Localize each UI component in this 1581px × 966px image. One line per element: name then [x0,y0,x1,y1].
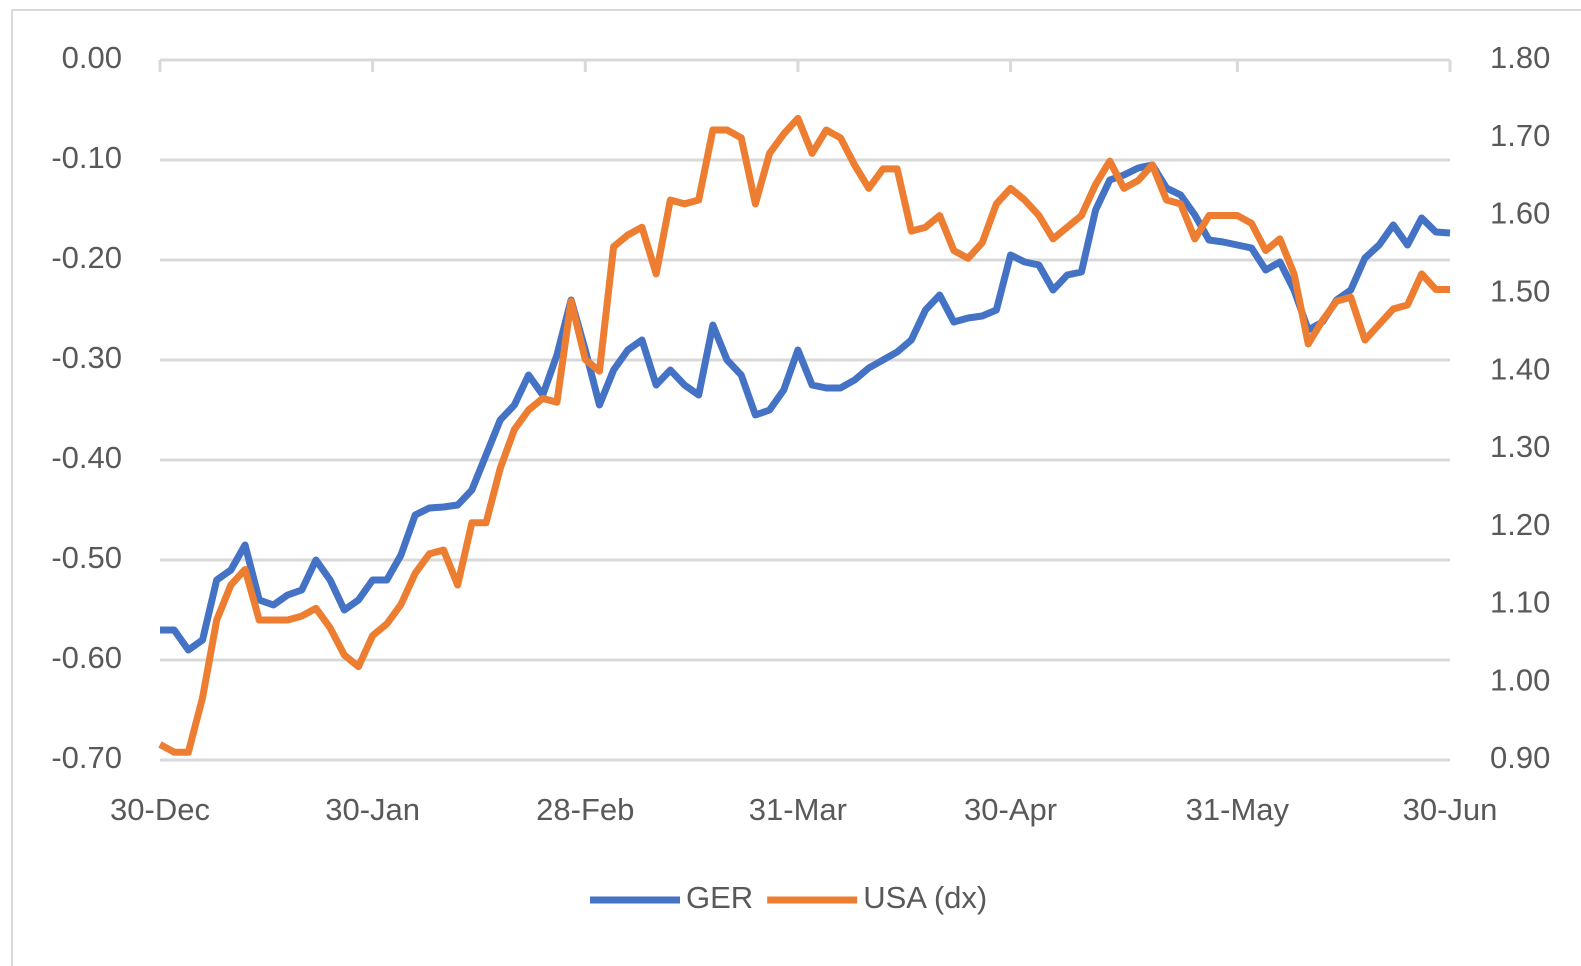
y-tick-label: -0.20 [51,240,122,275]
series-line [160,161,1451,654]
y2-tick-label: 1.00 [1490,662,1550,697]
y-tick-label: -0.10 [51,140,122,175]
legend-label: USA (dx) [863,880,987,915]
x-tick-label: 28-Feb [536,792,634,827]
y2-tick-label: 1.10 [1490,585,1550,620]
y2-tick-label: 1.20 [1490,507,1550,542]
y2-tick-label: 1.70 [1490,118,1550,153]
legend-label: GER [686,880,753,915]
x-tick-label: 31-May [1186,792,1290,827]
x-tick-label: 30-Dec [110,792,210,827]
y2-tick-label: 1.30 [1490,429,1550,464]
x-tick-label: 31-Mar [749,792,847,827]
x-tick-label: 30-Apr [964,792,1057,827]
y2-tick-label: 0.90 [1490,740,1550,775]
y-tick-label: -0.60 [51,640,122,675]
y-tick-label: -0.30 [51,340,122,375]
y2-tick-label: 1.50 [1490,274,1550,309]
chart-frame [11,9,1581,966]
series-line [158,114,1450,756]
y2-tick-label: 1.60 [1490,196,1550,231]
y-tick-label: -0.70 [51,740,122,775]
y-tick-label: 0.00 [62,40,122,75]
y-tick-label: -0.40 [51,440,122,475]
y2-tick-label: 1.80 [1490,40,1550,75]
y-tick-label: -0.50 [51,540,122,575]
y2-tick-label: 1.40 [1490,351,1550,386]
x-tick-label: 30-Jun [1403,792,1498,827]
x-tick-label: 30-Jan [325,792,420,827]
